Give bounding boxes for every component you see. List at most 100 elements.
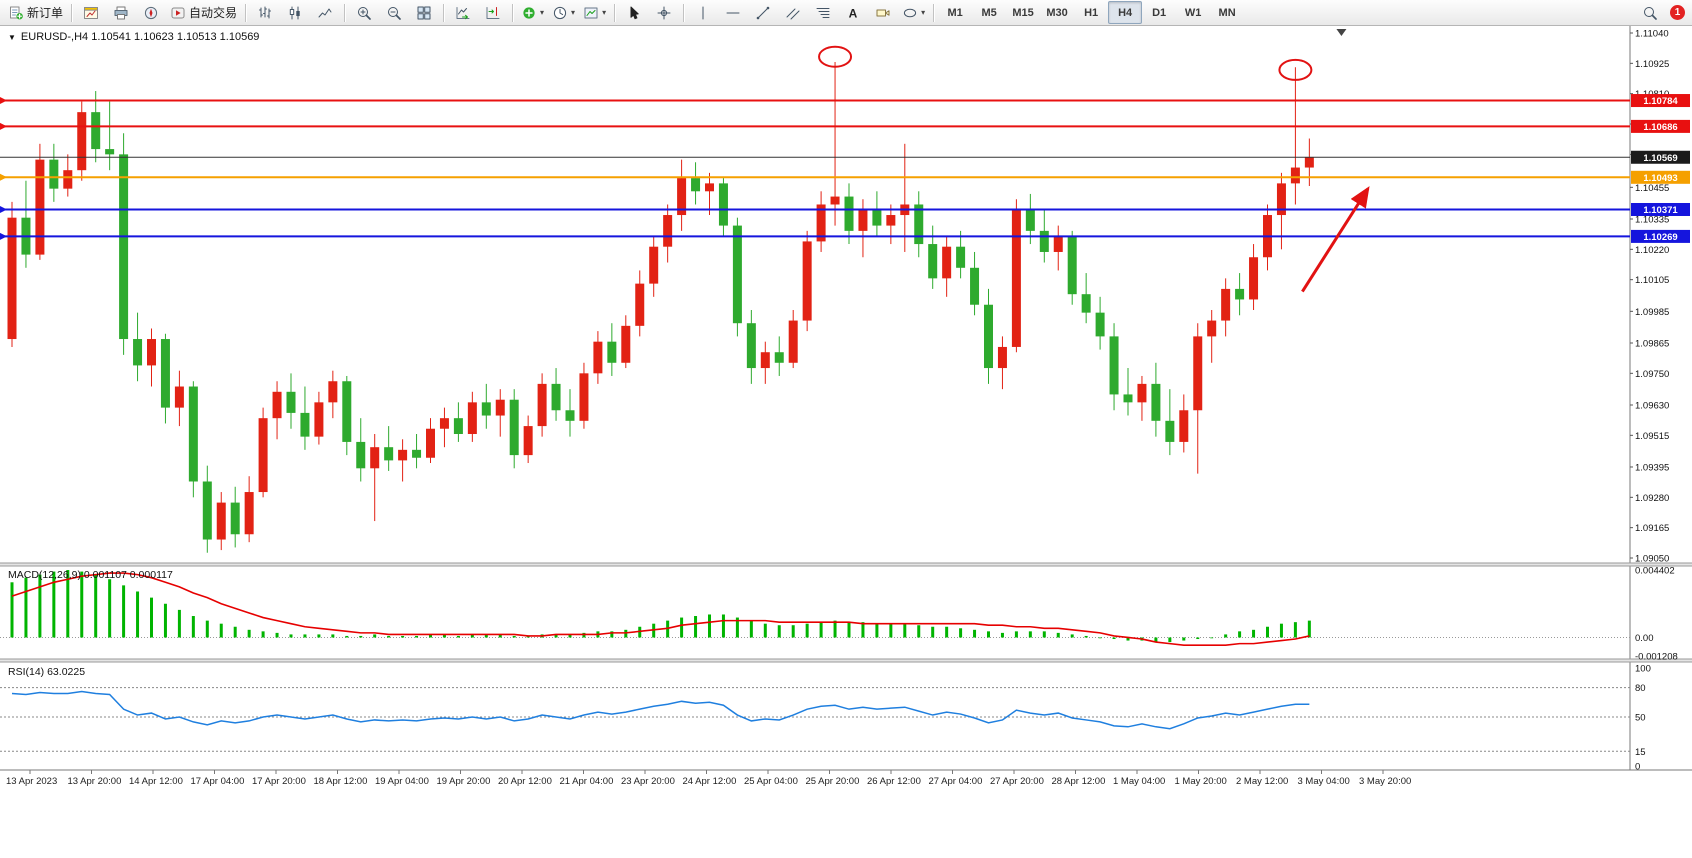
support-2-badge — [1631, 229, 1690, 243]
highlight-circle[interactable] — [1278, 58, 1313, 81]
print-button[interactable] — [106, 1, 136, 24]
autotrading-icon — [170, 5, 186, 21]
periods-button[interactable]: ▾ — [548, 1, 579, 24]
svg-text:15: 15 — [1635, 747, 1646, 758]
timeframe-m5[interactable]: M5 — [981, 6, 997, 19]
timeframe-m30[interactable]: M30 — [1046, 6, 1068, 19]
chart-shift-marker[interactable] — [1336, 29, 1347, 36]
timeframe-mn[interactable]: MN — [1218, 6, 1236, 19]
svg-text:1.10569: 1.10569 — [1643, 153, 1677, 164]
timeframe-m15[interactable]: M15 — [1012, 6, 1034, 19]
svg-text:3 May 20:00: 3 May 20:00 — [1359, 776, 1411, 787]
zoom-out-button[interactable] — [379, 1, 409, 24]
toolbar-right-group: 1 — [1635, 1, 1688, 24]
macd-signal-line — [11, 572, 1310, 646]
timeframe-d1[interactable]: D1 — [1152, 6, 1167, 19]
line-chart-icon — [317, 5, 333, 21]
horizontal-line-button[interactable] — [718, 1, 748, 24]
timeframe-h4[interactable]: H4 — [1108, 1, 1143, 24]
svg-text:13 Apr 20:00: 13 Apr 20:00 — [68, 776, 122, 787]
bar-chart-button[interactable] — [250, 1, 280, 24]
chart-title-text: EURUSD-,H4 1.10541 1.10623 1.10513 1.105… — [20, 31, 260, 43]
svg-text:100: 100 — [1635, 664, 1651, 675]
cursor-button[interactable] — [619, 1, 649, 24]
highlight-circle[interactable] — [818, 45, 853, 68]
price-axis: 1.110401.109251.108101.106951.105801.104… — [0, 26, 1692, 771]
tile-windows-button[interactable] — [409, 1, 439, 24]
svg-text:24 Apr 12:00: 24 Apr 12:00 — [683, 776, 737, 787]
search-button[interactable] — [1635, 1, 1665, 24]
notification-badge[interactable]: 1 — [1670, 5, 1685, 20]
templates-icon — [583, 5, 599, 21]
trendline-icon — [755, 5, 771, 21]
resistance-2-badge — [1631, 119, 1690, 133]
main-chart-panel — [0, 29, 1630, 553]
macd-panel: 0.004402 0.00 -0.001208 — [0, 566, 1678, 663]
charts-button[interactable] — [76, 1, 106, 24]
toolbar-separator — [245, 3, 247, 22]
fibonacci-button[interactable] — [808, 1, 838, 24]
candlestick-chart-button[interactable] — [280, 1, 310, 24]
svg-text:25 Apr 04:00: 25 Apr 04:00 — [744, 776, 798, 787]
svg-text:0.00: 0.00 — [1635, 633, 1654, 644]
symbol-dropdown-icon[interactable]: ▼ — [8, 32, 16, 42]
macd-indicator-label: MACD(12,26,9) 0.001107 0.000117 — [8, 569, 173, 581]
svg-text:13 Apr 2023: 13 Apr 2023 — [6, 776, 57, 787]
svg-text:1.10686: 1.10686 — [1643, 122, 1677, 133]
text-label-button[interactable] — [868, 1, 898, 24]
templates-button[interactable]: ▾ — [579, 1, 610, 24]
time-axis: 13 Apr 2023 13 Apr 20:00 14 Apr 12:00 17 Ap… — [6, 770, 1411, 787]
zoom-in-icon — [356, 5, 372, 21]
line-chart-button[interactable] — [310, 1, 340, 24]
indicators-button[interactable]: ▾ — [517, 1, 548, 24]
toolbar-separator — [443, 3, 445, 22]
svg-text:3 May 04:00: 3 May 04:00 — [1298, 776, 1350, 787]
vertical-line-button[interactable] — [688, 1, 718, 24]
navigator-icon — [143, 5, 159, 21]
svg-text:-0.001208: -0.001208 — [1635, 652, 1678, 663]
autotrading-button[interactable]: 自动交易 — [166, 1, 241, 24]
svg-text:14 Apr 12:00: 14 Apr 12:00 — [129, 776, 183, 787]
trendline-button[interactable] — [748, 1, 778, 24]
svg-text:1.10493: 1.10493 — [1643, 173, 1677, 184]
toolbar-separator — [344, 3, 346, 22]
svg-text:1.10455: 1.10455 — [1635, 183, 1669, 194]
rsi-line — [11, 690, 1310, 730]
support-1-badge — [1631, 202, 1690, 216]
vertical-line-icon — [695, 5, 711, 21]
shapes-button[interactable]: ▾ — [898, 1, 929, 24]
toolbar-separator — [512, 3, 514, 22]
current-price-badge — [1631, 150, 1690, 164]
navigator-button[interactable] — [136, 1, 166, 24]
timeframe-h1[interactable]: H1 — [1084, 6, 1099, 19]
equidistant-channel-button[interactable] — [778, 1, 808, 24]
svg-text:2 May 12:00: 2 May 12:00 — [1236, 776, 1288, 787]
dropdown-caret-icon: ▾ — [540, 7, 545, 17]
svg-text:1.10371: 1.10371 — [1643, 205, 1678, 216]
timeframe-w1[interactable]: W1 — [1184, 6, 1202, 19]
svg-text:17 Apr 04:00: 17 Apr 04:00 — [191, 776, 245, 787]
timeframe-m1[interactable]: M1 — [947, 6, 963, 19]
auto-scroll-button[interactable] — [448, 1, 478, 24]
resistance-1-badge — [1631, 94, 1690, 108]
svg-text:25 Apr 20:00: 25 Apr 20:00 — [806, 776, 860, 787]
dropdown-caret-icon: ▾ — [921, 7, 926, 17]
svg-text:28 Apr 12:00: 28 Apr 12:00 — [1052, 776, 1106, 787]
toolbar-separator — [614, 3, 616, 22]
fibonacci-icon — [815, 5, 831, 21]
svg-text:1.09395: 1.09395 — [1635, 462, 1669, 473]
zoom-in-button[interactable] — [349, 1, 379, 24]
new-order-button[interactable]: 新订单 — [4, 1, 67, 24]
crosshair-button[interactable] — [649, 1, 679, 24]
chart-title: ▼ EURUSD-,H4 1.10541 1.10623 1.10513 1.1… — [8, 31, 259, 43]
toolbar-separator — [71, 3, 73, 22]
trend-arrow[interactable] — [1301, 186, 1370, 293]
rsi-indicator-label: RSI(14) 63.0225 — [8, 666, 86, 678]
svg-text:27 Apr 04:00: 27 Apr 04:00 — [929, 776, 983, 787]
svg-text:17 Apr 20:00: 17 Apr 20:00 — [252, 776, 306, 787]
chart-window-icon — [83, 5, 99, 21]
text-button[interactable]: A — [838, 1, 868, 24]
chart-shift-button[interactable] — [478, 1, 508, 24]
